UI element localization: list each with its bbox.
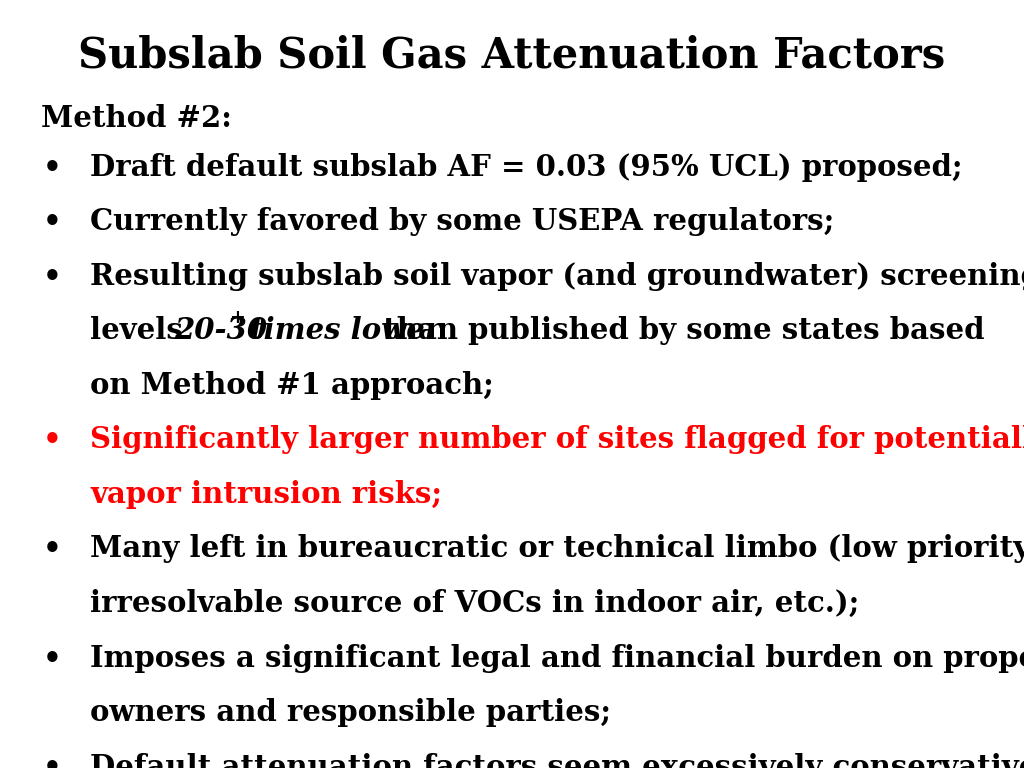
Text: on Method #1 approach;: on Method #1 approach; <box>90 371 494 400</box>
Text: levels: levels <box>90 316 194 346</box>
Text: •: • <box>43 644 61 673</box>
Text: Method #2:: Method #2: <box>41 104 232 133</box>
Text: times lower: times lower <box>240 316 440 346</box>
Text: vapor intrusion risks;: vapor intrusion risks; <box>90 480 442 509</box>
Text: than published by some states based: than published by some states based <box>373 316 984 346</box>
Text: owners and responsible parties;: owners and responsible parties; <box>90 698 611 727</box>
Text: Many left in bureaucratic or technical limbo (low priority,: Many left in bureaucratic or technical l… <box>90 535 1024 564</box>
Text: •: • <box>43 262 61 291</box>
Text: •: • <box>43 753 61 768</box>
Text: •: • <box>43 207 61 237</box>
Text: Resulting subslab soil vapor (and groundwater) screening: Resulting subslab soil vapor (and ground… <box>90 262 1024 291</box>
Text: 20-30: 20-30 <box>174 316 267 346</box>
Text: Default attenuation factors seem excessively conservative for: Default attenuation factors seem excessi… <box>90 753 1024 768</box>
Text: Imposes a significant legal and financial burden on property: Imposes a significant legal and financia… <box>90 644 1024 673</box>
Text: •: • <box>43 535 61 564</box>
Text: irresolvable source of VOCs in indoor air, etc.);: irresolvable source of VOCs in indoor ai… <box>90 589 859 618</box>
Text: •: • <box>43 153 61 182</box>
Text: Significantly larger number of sites flagged for potentially: Significantly larger number of sites fla… <box>90 425 1024 455</box>
Text: Subslab Soil Gas Attenuation Factors: Subslab Soil Gas Attenuation Factors <box>79 35 945 77</box>
Text: •: • <box>43 425 61 455</box>
Text: Currently favored by some USEPA regulators;: Currently favored by some USEPA regulato… <box>90 207 835 237</box>
Text: +: + <box>229 309 246 326</box>
Text: Draft default subslab AF = 0.03 (95% UCL) proposed;: Draft default subslab AF = 0.03 (95% UCL… <box>90 153 963 182</box>
